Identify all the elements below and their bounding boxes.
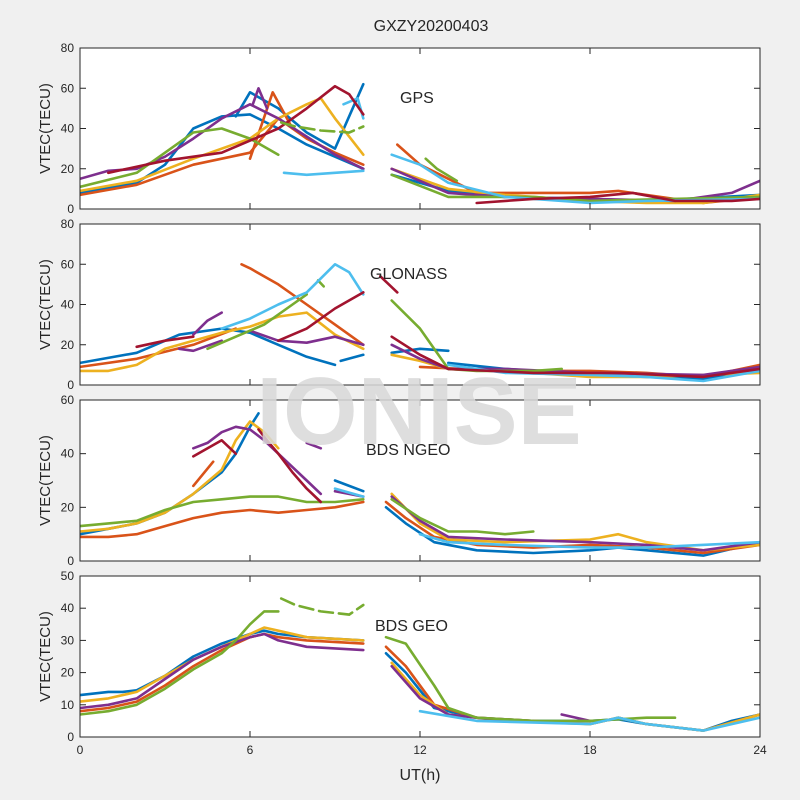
- series-line-green: [80, 610, 280, 716]
- series-line-red: [475, 191, 760, 205]
- series-line-purple: [80, 632, 365, 710]
- panel-label: GLONASS: [370, 266, 447, 283]
- watermark: IONISE: [256, 358, 581, 465]
- y-tick-label: 80: [61, 217, 75, 231]
- series-line-cyan: [333, 487, 365, 498]
- y-tick-label: 40: [61, 298, 75, 312]
- series-line-dashed-green: [279, 121, 365, 134]
- series-line-yellow: [80, 420, 280, 533]
- x-tick-label: 12: [413, 743, 427, 757]
- series-line-cyan: [282, 169, 365, 177]
- series-line-dashed-green: [279, 597, 365, 616]
- series-line-red: [192, 439, 238, 458]
- series-group: [80, 82, 760, 205]
- panel-bds-geo: 0 10 20 30 40 50 0 6 12 18 24 VTEC(TECU) BDS GEO: [37, 569, 767, 757]
- series-line-purple: [177, 339, 223, 353]
- panel-label: BDS NGEO: [366, 442, 450, 459]
- series-line-green: [80, 127, 280, 189]
- series-line-purple: [192, 311, 223, 336]
- y-tick-label: 20: [61, 162, 75, 176]
- series-line-red: [390, 335, 760, 379]
- y-tick-label: 40: [61, 601, 75, 615]
- series-line-cyan: [220, 263, 365, 330]
- series-group: [80, 412, 760, 557]
- series-line-orange: [240, 263, 365, 347]
- y-tick-label: 20: [61, 500, 75, 514]
- y-tick-label: 20: [61, 338, 75, 352]
- series-line-purple: [390, 167, 760, 203]
- series-line-orange: [80, 500, 365, 539]
- y-axis-label: VTEC(TECU): [37, 259, 54, 350]
- series-line-red: [277, 291, 365, 342]
- panel-glonass: 0 20 40 60 80 VTEC(TECU) GLONASS: [37, 217, 761, 392]
- y-tick-label: 80: [61, 41, 75, 55]
- series-line-orange: [192, 460, 215, 488]
- series-line-yellow: [80, 311, 365, 373]
- series-line-cyan: [418, 709, 760, 732]
- panel-gps: 0 20 40 60 80 VTEC(TECU) GPS: [37, 41, 761, 216]
- y-tick-label: 60: [61, 81, 75, 95]
- panel-bds-ngeo: 0 20 40 60 VTEC(TECU) BDS NGEO: [37, 393, 761, 568]
- series-line-purple: [192, 425, 323, 496]
- series-line-red: [107, 84, 365, 175]
- y-tick-label: 0: [67, 554, 74, 568]
- y-tick-label: 60: [61, 257, 75, 271]
- series-line-green: [424, 157, 459, 183]
- series-line-blue: [80, 629, 365, 697]
- series-line-green: [390, 173, 760, 203]
- series-line-purple: [390, 495, 760, 552]
- x-tick-label: 6: [247, 743, 254, 757]
- series-line-purple: [305, 441, 323, 450]
- series-line-cyan: [390, 153, 760, 205]
- series-line-purple: [251, 87, 269, 110]
- panel-label: BDS GEO: [375, 618, 448, 635]
- y-tick-label: 10: [61, 698, 75, 712]
- series-line-blue: [234, 82, 365, 150]
- series-line-green: [80, 495, 365, 528]
- series-line-red: [379, 275, 399, 294]
- y-tick-label: 0: [67, 378, 74, 392]
- figure-title: GXZY20200403: [374, 18, 489, 35]
- series-line-purple: [390, 343, 760, 377]
- series-line-green: [206, 293, 308, 351]
- y-tick-label: 60: [61, 393, 75, 407]
- series-group: [80, 263, 760, 383]
- series-line-red: [257, 428, 323, 504]
- y-tick-label: 20: [61, 666, 75, 680]
- series-line-red: [135, 335, 195, 349]
- y-tick-label: 40: [61, 122, 75, 136]
- series-line-cyan: [418, 532, 760, 549]
- plot-area: [80, 576, 760, 737]
- y-tick-label: 50: [61, 569, 75, 583]
- x-tick-label: 24: [753, 743, 767, 757]
- series-line-blue: [333, 479, 365, 493]
- series-line-blue: [390, 347, 450, 355]
- y-axis-label: VTEC(TECU): [37, 611, 54, 702]
- y-tick-label: 30: [61, 633, 75, 647]
- series-group: [80, 597, 760, 732]
- x-tick-label: 0: [77, 743, 84, 757]
- y-tick-label: 0: [67, 202, 74, 216]
- series-line-orange: [80, 632, 365, 713]
- series-line-orange: [80, 327, 238, 369]
- y-tick-label: 0: [67, 730, 74, 744]
- y-tick-label: 40: [61, 447, 75, 461]
- series-line-blue: [339, 353, 365, 363]
- y-axis-label: VTEC(TECU): [37, 83, 54, 174]
- x-axis-label: UT(h): [400, 767, 441, 784]
- panel-label: GPS: [400, 90, 434, 107]
- x-tick-label: 18: [583, 743, 597, 757]
- y-axis-label: VTEC(TECU): [37, 435, 54, 526]
- series-line-blue: [384, 506, 760, 557]
- series-line-green: [390, 498, 535, 536]
- series-line-green: [384, 635, 592, 723]
- series-line-purple: [248, 329, 365, 347]
- series-line-orange: [384, 500, 760, 555]
